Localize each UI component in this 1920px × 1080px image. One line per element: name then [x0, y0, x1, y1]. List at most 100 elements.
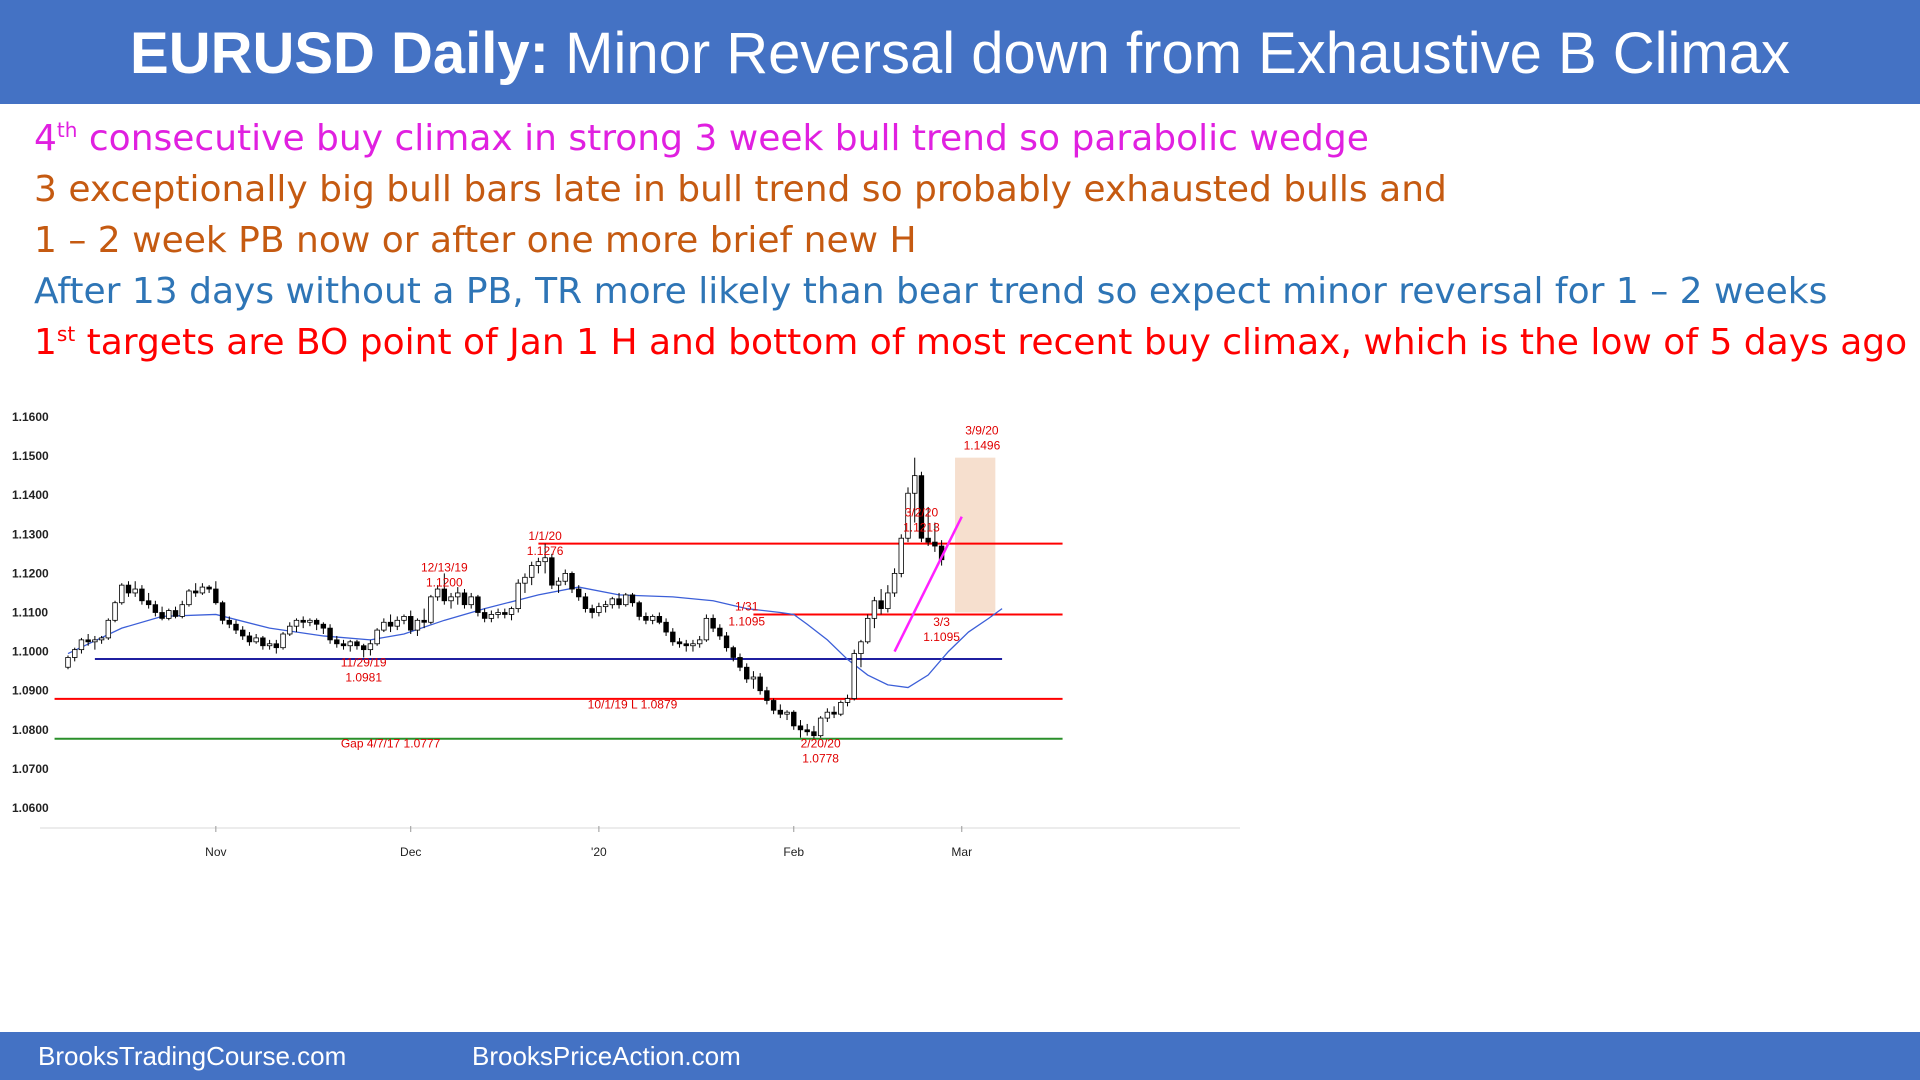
note-1-sup: th: [56, 118, 78, 142]
candle-8: [119, 583, 125, 605]
candle-129: [932, 522, 938, 552]
candle-41-body: [340, 643, 347, 647]
anno-mar3-line-0: 3/3: [933, 615, 950, 629]
candle-20: [199, 583, 206, 595]
candle-28-body: [253, 637, 259, 643]
candle-84-body: [629, 594, 636, 604]
candle-33: [287, 622, 293, 636]
candle-113-body: [824, 711, 831, 719]
y-tick-label-0: 1.1600: [12, 410, 49, 424]
candle-4-body: [92, 639, 98, 643]
candle-121: [878, 589, 884, 615]
candle-17-body: [179, 604, 185, 617]
candle-52-body: [414, 619, 421, 631]
candle-96: [710, 614, 716, 633]
anno-mar2-line-1: 1.1213: [903, 521, 940, 535]
candle-40-body: [334, 639, 340, 645]
candle-105: [770, 698, 777, 715]
candle-24-body: [226, 619, 232, 625]
candle-97: [717, 624, 723, 640]
candle-90: [670, 628, 676, 646]
y-tick-label-7: 1.0900: [12, 684, 49, 698]
anno-nov29-line-0: 11/29/19: [341, 655, 387, 669]
candle-67: [515, 579, 521, 613]
candle-44-body: [360, 645, 367, 651]
candle-57-body: [448, 596, 454, 602]
anno-jan1: 1/1/20 1.1276: [527, 529, 564, 558]
candle-13-body: [152, 604, 159, 613]
candle-85-body: [636, 602, 642, 617]
climax-box: [955, 457, 996, 613]
candle-112: [817, 716, 824, 738]
candle-116-body: [844, 698, 851, 703]
candle-34: [293, 618, 300, 633]
candle-102: [750, 671, 757, 689]
candle-47-body: [381, 621, 387, 631]
anno-oct1-line-0: 10/1/19 L 1.0879: [588, 697, 678, 711]
candle-6-body: [105, 619, 112, 639]
candle-36-body: [307, 619, 313, 623]
candle-125-body: [905, 492, 911, 539]
candle-64: [495, 608, 501, 619]
candle-0-body: [65, 657, 71, 668]
anno-jan31-line-0: 1/31: [735, 600, 759, 614]
candle-27: [246, 632, 253, 646]
candle-48-body: [387, 621, 394, 627]
note-5-text: targets are BO point of Jan 1 H and bott…: [75, 322, 1908, 363]
candle-29: [260, 635, 266, 650]
candle-2: [78, 637, 85, 654]
candle-28: [253, 634, 259, 644]
candle-46: [374, 628, 380, 646]
candle-78-body: [589, 608, 595, 613]
candle-65: [502, 608, 508, 619]
note-1-pre: 4: [34, 118, 57, 159]
candle-86: [643, 612, 649, 625]
candle-35-body: [300, 619, 306, 623]
candle-7-body: [112, 602, 118, 621]
candle-61-body: [475, 596, 481, 613]
y-tick-label-3: 1.1300: [12, 527, 49, 541]
candle-126-body: [912, 475, 918, 494]
candle-31-body: [273, 643, 280, 649]
candle-88-body: [656, 616, 663, 623]
anno-dec13-line-0: 12/13/19: [421, 560, 468, 574]
x-tick-label-4: Mar: [951, 845, 972, 859]
candle-107-body: [784, 711, 790, 715]
candle-43-body: [354, 641, 360, 647]
candle-39-body: [327, 627, 333, 641]
candle-102-body: [750, 676, 757, 680]
axis-layer: 1.1600 1.1500 1.1400 1.1300 1.1200 1.1100 1.10…: [12, 410, 1240, 859]
candle-66-body: [508, 608, 515, 615]
candle-8-body: [119, 584, 125, 604]
candle-64-body: [495, 612, 501, 615]
footer-left-link[interactable]: BrooksTradingCourse.com: [38, 1041, 347, 1071]
candle-50: [401, 614, 407, 625]
candle-89-body: [663, 621, 669, 633]
y-tick-label-4: 1.1200: [12, 566, 49, 580]
candle-83-body: [623, 594, 629, 606]
anno-mar2: 3/2/20 1.1213: [903, 506, 940, 535]
y-tick-label-10: 1.0600: [12, 801, 49, 815]
candle-39: [327, 624, 333, 644]
wedge-layer: [893, 516, 963, 653]
candle-19-body: [192, 590, 199, 594]
candle-53-body: [421, 619, 427, 623]
anno-nov29-line-1: 1.0981: [345, 670, 382, 684]
candle-42: [347, 639, 353, 652]
candle-24: [226, 616, 232, 629]
candle-20-body: [199, 586, 206, 594]
candles-layer: [65, 457, 945, 739]
candle-38: [320, 622, 327, 635]
candle-114: [831, 706, 837, 719]
candle-10: [132, 581, 138, 597]
candle-72-body: [549, 557, 555, 586]
candle-92-body: [683, 643, 689, 647]
candle-83: [623, 592, 629, 607]
candle-121-body: [878, 600, 884, 609]
candle-106-body: [777, 709, 784, 715]
footer-right-link[interactable]: BrooksPriceAction.com: [472, 1041, 741, 1071]
note-4: After 13 days without a PB, TR more like…: [34, 271, 1827, 312]
candle-25: [233, 620, 239, 635]
candle-80-body: [602, 604, 609, 608]
page-title: EURUSD Daily: Minor Reversal down from E…: [0, 0, 1920, 104]
